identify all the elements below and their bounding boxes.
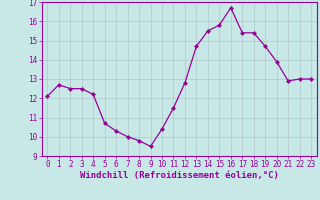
X-axis label: Windchill (Refroidissement éolien,°C): Windchill (Refroidissement éolien,°C) xyxy=(80,171,279,180)
